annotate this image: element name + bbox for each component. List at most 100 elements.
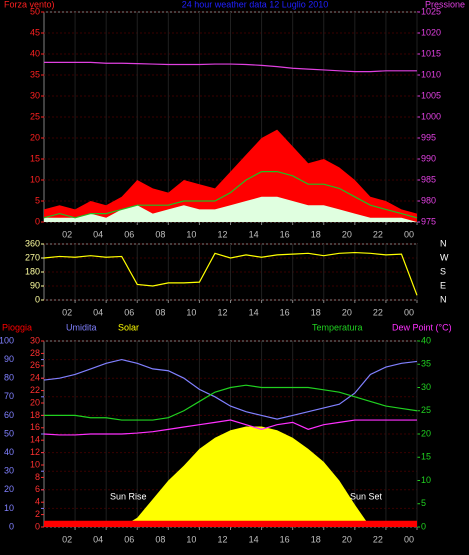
y2-tick-label: 5 bbox=[421, 498, 426, 508]
y-tick-label: 360 bbox=[25, 238, 40, 248]
x-tick-label: 10 bbox=[186, 307, 196, 317]
legend-entry: Pioggia bbox=[2, 322, 32, 332]
x-tick-label: 12 bbox=[217, 229, 227, 239]
chart-title: 24 hour weather data 12 Luglio 2010 bbox=[182, 0, 329, 9]
direction-label: N bbox=[440, 238, 447, 248]
y-tick-label: 0 bbox=[9, 521, 14, 531]
y-tick-label: 30 bbox=[4, 466, 14, 476]
y2-tick-label: 1010 bbox=[421, 69, 441, 79]
annotation: Sun Rise bbox=[110, 491, 147, 501]
x-tick-label: 16 bbox=[280, 534, 290, 544]
area bbox=[44, 129, 417, 222]
y-tick-label: 35 bbox=[30, 69, 40, 79]
y-tick-label: 10 bbox=[4, 503, 14, 513]
series-line bbox=[44, 384, 418, 421]
y3-tick-label: 20 bbox=[30, 397, 40, 407]
y-tick-label: 90 bbox=[4, 354, 14, 364]
x-tick-label: 16 bbox=[280, 307, 290, 317]
x-tick-label: 02 bbox=[62, 307, 72, 317]
y-tick-label: 60 bbox=[4, 410, 14, 420]
x-tick-label: 22 bbox=[373, 534, 383, 544]
y-tick-label: 10 bbox=[30, 174, 40, 184]
x-tick-label: 12 bbox=[217, 307, 227, 317]
series-line bbox=[43, 358, 418, 420]
y-tick-label: 0 bbox=[35, 294, 40, 304]
y-tick-label: 25 bbox=[30, 111, 40, 121]
y3-tick-label: 18 bbox=[30, 410, 40, 420]
x-tick-label: 06 bbox=[124, 534, 134, 544]
y2-tick-label: 995 bbox=[421, 132, 436, 142]
y-tick-label: 20 bbox=[4, 484, 14, 494]
y-tick-label: 180 bbox=[25, 266, 40, 276]
y2-tick-label: 20 bbox=[421, 428, 431, 438]
x-tick-label: 10 bbox=[186, 534, 196, 544]
x-tick-label: 20 bbox=[342, 307, 352, 317]
y2-tick-label: 975 bbox=[421, 216, 436, 226]
x-tick-label: 06 bbox=[124, 307, 134, 317]
x-tick-label: 04 bbox=[93, 229, 103, 239]
y2-tick-label: 1020 bbox=[421, 27, 441, 37]
y-tick-label: 50 bbox=[4, 428, 14, 438]
x-tick-label: 22 bbox=[373, 229, 383, 239]
y-tick-label: 40 bbox=[4, 447, 14, 457]
y-tick-label: 15 bbox=[30, 153, 40, 163]
x-tick-label: 00 bbox=[404, 229, 414, 239]
x-tick-label: 16 bbox=[280, 229, 290, 239]
x-tick-label: 02 bbox=[62, 534, 72, 544]
x-tick-label: 08 bbox=[155, 307, 165, 317]
y3-tick-label: 28 bbox=[30, 348, 40, 358]
legend-entry: Dew Point (°C) bbox=[392, 322, 452, 332]
x-tick-label: 08 bbox=[155, 229, 165, 239]
series-line bbox=[43, 419, 417, 436]
y3-tick-label: 30 bbox=[30, 335, 40, 345]
y2-tick-label: 30 bbox=[421, 382, 431, 392]
y3-tick-label: 22 bbox=[30, 385, 40, 395]
x-tick-label: 18 bbox=[311, 534, 321, 544]
y3-tick-label: 16 bbox=[30, 422, 40, 432]
y3-tick-label: 14 bbox=[30, 435, 40, 445]
x-tick-label: 00 bbox=[404, 534, 414, 544]
y2-tick-label: 990 bbox=[421, 153, 436, 163]
y3-tick-label: 0 bbox=[35, 521, 40, 531]
y2-tick-label: 1000 bbox=[421, 111, 441, 121]
y-tick-label: 20 bbox=[30, 132, 40, 142]
y2-tick-label: 40 bbox=[421, 335, 431, 345]
x-tick-label: 04 bbox=[93, 534, 103, 544]
x-tick-label: 20 bbox=[342, 229, 352, 239]
annotation: Sun Set bbox=[350, 491, 383, 501]
series-line bbox=[43, 171, 418, 219]
y2-tick-label: 1015 bbox=[421, 48, 441, 58]
y-tick-label: 50 bbox=[30, 6, 40, 16]
y2-tick-label: 1005 bbox=[421, 90, 441, 100]
y-tick-label: 0 bbox=[35, 216, 40, 226]
y2-tick-label: 1025 bbox=[421, 6, 441, 16]
x-tick-label: 08 bbox=[155, 534, 165, 544]
y3-tick-label: 10 bbox=[30, 459, 40, 469]
area bbox=[44, 426, 417, 527]
x-tick-label: 22 bbox=[373, 307, 383, 317]
x-tick-label: 00 bbox=[404, 307, 414, 317]
y2-tick-label: 35 bbox=[421, 359, 431, 369]
y-tick-label: 40 bbox=[30, 48, 40, 58]
area bbox=[44, 196, 417, 222]
direction-label: S bbox=[440, 266, 446, 276]
y-tick-label: 270 bbox=[25, 252, 40, 262]
y2-tick-label: 10 bbox=[421, 475, 431, 485]
series-line bbox=[44, 61, 417, 73]
series-line bbox=[43, 251, 418, 296]
x-tick-label: 14 bbox=[249, 307, 259, 317]
y-tick-label: 100 bbox=[0, 335, 14, 345]
y3-tick-label: 6 bbox=[35, 484, 40, 494]
y2-tick-label: 980 bbox=[421, 195, 436, 205]
x-tick-label: 14 bbox=[249, 534, 259, 544]
y-tick-label: 90 bbox=[30, 280, 40, 290]
y-tick-label: 70 bbox=[4, 391, 14, 401]
y2-axis-title: Pressione bbox=[425, 0, 465, 9]
y3-tick-label: 26 bbox=[30, 360, 40, 370]
x-tick-label: 20 bbox=[342, 534, 352, 544]
x-tick-label: 02 bbox=[62, 229, 72, 239]
x-tick-label: 04 bbox=[93, 307, 103, 317]
y-tick-label: 45 bbox=[30, 27, 40, 37]
y3-tick-label: 24 bbox=[30, 373, 40, 383]
